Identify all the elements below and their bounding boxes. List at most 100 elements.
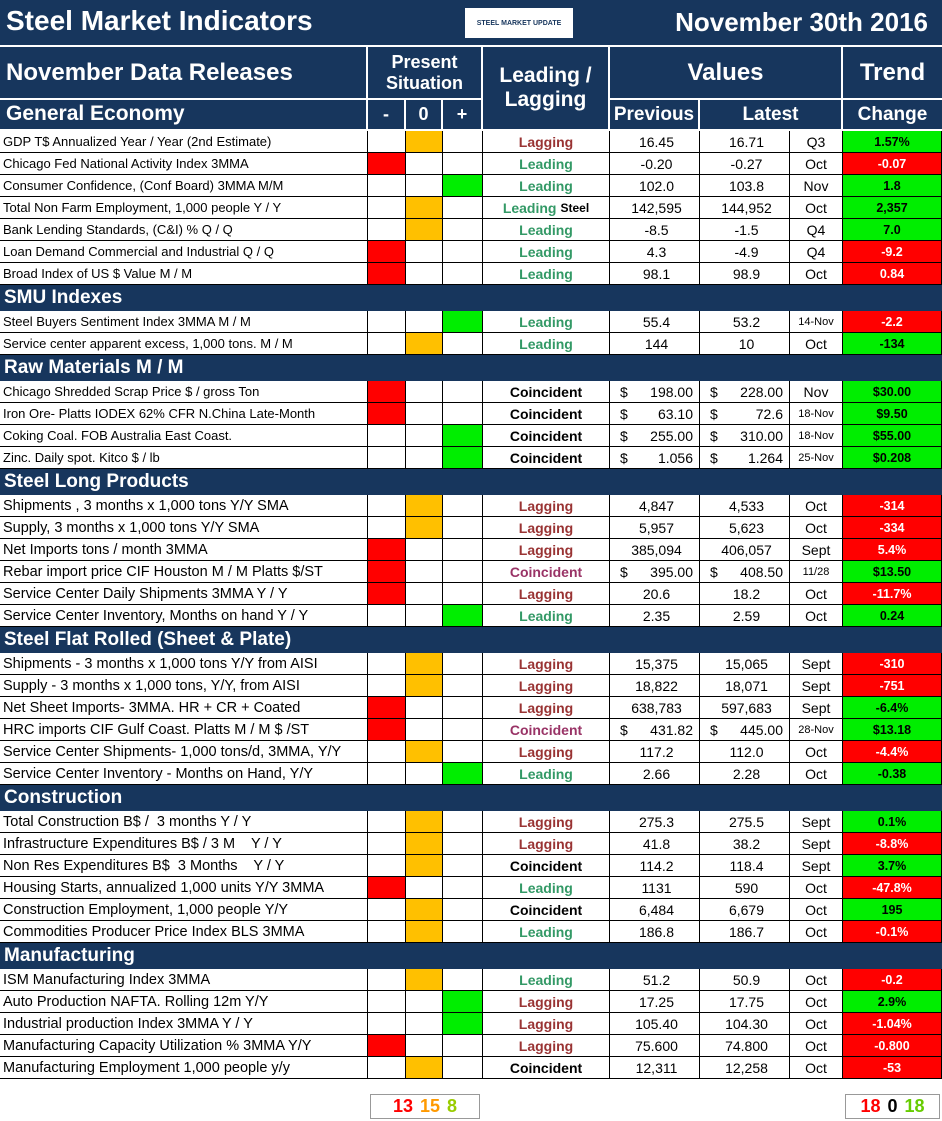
situation-marker [443,763,483,785]
value: 72.6 [755,405,783,422]
situation-marker [406,833,443,855]
value: 15,375 [635,655,678,672]
previous-value: 114.2 [610,855,700,877]
value: 431.82 [650,721,693,738]
latest-value: 10 [700,333,790,355]
situation-cell [443,539,483,561]
period: Sept [790,811,843,833]
change: -134 [843,333,942,355]
value: 53.2 [732,313,761,330]
value: 144,952 [721,199,772,216]
column-header: Trend [843,47,942,100]
logo: STEEL MARKET UPDATE [465,8,573,38]
situation-cell [406,763,443,785]
period: Oct [790,877,843,899]
value: 117.2 [639,743,674,760]
value: 228.00 [740,383,783,400]
total-count: 18 [860,1096,881,1116]
indicator-name: Infrastructure Expenditures B$ / 3 M Y /… [0,833,368,855]
value: 597,683 [721,699,772,716]
latest-value: 98.9 [700,263,790,285]
previous-value: 186.8 [610,921,700,943]
latest-value: $445.00 [700,719,790,741]
value: 50.9 [732,971,761,988]
situation-marker [406,811,443,833]
column-header: 0 [406,100,443,131]
latest-value: 406,057 [700,539,790,561]
period: Oct [790,1057,843,1079]
situation-cell [443,697,483,719]
value: 2.35 [642,607,671,624]
period: Oct [790,263,843,285]
indicator-type: Leading [483,219,610,241]
previous-value: 55.4 [610,311,700,333]
column-header: Change [843,100,942,131]
change: -334 [843,517,942,539]
latest-value: 2.28 [700,763,790,785]
value: 4.3 [646,243,667,260]
situation-cell [406,241,443,263]
value: 12,311 [635,1059,678,1076]
indicator-name: HRC imports CIF Gulf Coast. Platts M / M… [0,719,368,741]
previous-value: 142,595 [610,197,700,219]
column-header: Previous [610,100,700,131]
latest-value: 112.0 [700,741,790,763]
value: 18,071 [725,677,768,694]
period: 11/28 [790,561,843,583]
situation-marker [368,381,406,403]
report-date: November 30th 2016 [675,7,928,37]
change: -9.2 [843,241,942,263]
previous-value: 638,783 [610,697,700,719]
indicator-type: Leading [483,175,610,197]
value: 16.71 [728,133,765,150]
value: 38.2 [732,835,761,852]
situation-cell [368,833,406,855]
indicator-name: Industrial production Index 3MMA Y / Y [0,1013,368,1035]
situation-cell [443,197,483,219]
indicator-type: Lagging [483,811,610,833]
situation-cell [368,653,406,675]
change: -4.4% [843,741,942,763]
change: -310 [843,653,942,675]
situation-cell [368,447,406,469]
change: -47.8% [843,877,942,899]
previous-value: 1131 [610,877,700,899]
change: 3.7% [843,855,942,877]
total-count: 15 [419,1096,441,1116]
value: 103.8 [728,177,765,194]
section-title: General Economy [0,100,368,131]
previous-value: 385,094 [610,539,700,561]
situation-cell [443,675,483,697]
situation-cell [368,969,406,991]
value: 2.66 [642,765,671,782]
value: 2.59 [732,607,761,624]
total-count: 18 [904,1096,925,1116]
indicator-type: Lagging [483,991,610,1013]
change: 0.84 [843,263,942,285]
currency: $ [710,449,718,466]
situation-cell [443,855,483,877]
change: -1.04% [843,1013,942,1035]
situation-cell [368,219,406,241]
indicator-name: Total Non Farm Employment, 1,000 people … [0,197,368,219]
situation-cell [443,495,483,517]
period: Oct [790,197,843,219]
situation-marker [368,539,406,561]
period: Oct [790,1035,843,1057]
value: -0.20 [640,155,673,172]
situation-cell [368,495,406,517]
change: -2.2 [843,311,942,333]
indicator-name: Consumer Confidence, (Conf Board) 3MMA M… [0,175,368,197]
column-header: + [443,100,483,131]
latest-value: 5,623 [700,517,790,539]
indicator-name: Service Center Inventory - Months on Han… [0,763,368,785]
section-title: Raw Materials M / M [0,355,942,381]
indicator-name: Service Center Inventory, Months on hand… [0,605,368,627]
latest-value: 104.30 [700,1013,790,1035]
indicator-type: Coincident [483,1057,610,1079]
change: $0.208 [843,447,942,469]
situation-marker [368,153,406,175]
period: Sept [790,855,843,877]
value: 1.264 [747,449,783,466]
